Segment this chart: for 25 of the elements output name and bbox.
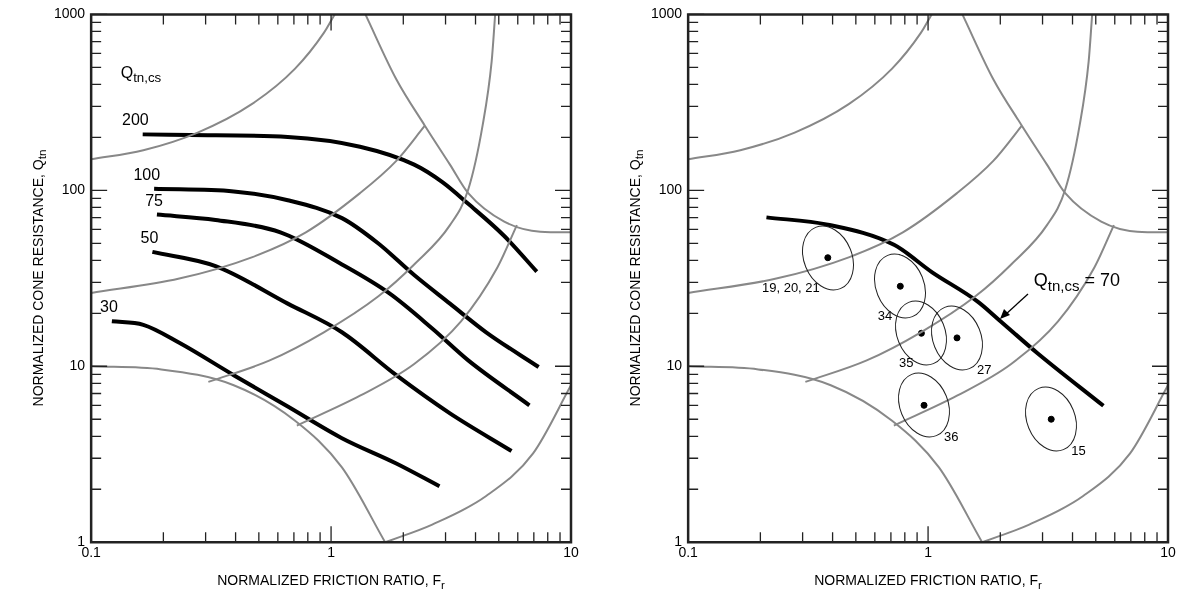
series-label: 30 xyxy=(100,298,118,317)
y-tick-label: 10 xyxy=(69,357,86,374)
series-label: 200 xyxy=(121,111,149,130)
x-axis-title: NORMALIZED FRICTION RATIO, F$_{r}$ xyxy=(813,572,1043,591)
annotation: 36 xyxy=(944,429,959,445)
y-tick-label: 1000 xyxy=(53,5,86,22)
y-tick-label: 10 xyxy=(666,357,683,374)
x-tick-label: 10 xyxy=(563,544,579,561)
x-tick-label: 10 xyxy=(1160,544,1176,561)
text: Q$_{tn,cs}$ = 70 xyxy=(1033,269,1120,294)
x-axis-title: NORMALIZED FRICTION RATIO, F$_{r}$ xyxy=(216,572,446,591)
series-label: 50 xyxy=(140,228,159,247)
series-label: 100 xyxy=(133,165,161,184)
annotation: 34 xyxy=(877,308,893,324)
y-tick-label: 100 xyxy=(61,181,86,198)
annotation: 35 xyxy=(898,355,914,371)
annotation: 15 xyxy=(1071,443,1086,459)
x-tick-label: 1 xyxy=(924,544,933,561)
annotation: 27 xyxy=(977,361,992,377)
legend-title: Q$_{tn,cs}$ xyxy=(120,64,162,86)
y-tick-label: 100 xyxy=(658,181,683,198)
x-tick-label: 1 xyxy=(327,544,336,561)
y-tick-label: 1000 xyxy=(650,5,683,22)
series-label: 75 xyxy=(145,191,163,210)
annotation: 19, 20, 21 xyxy=(761,279,820,295)
